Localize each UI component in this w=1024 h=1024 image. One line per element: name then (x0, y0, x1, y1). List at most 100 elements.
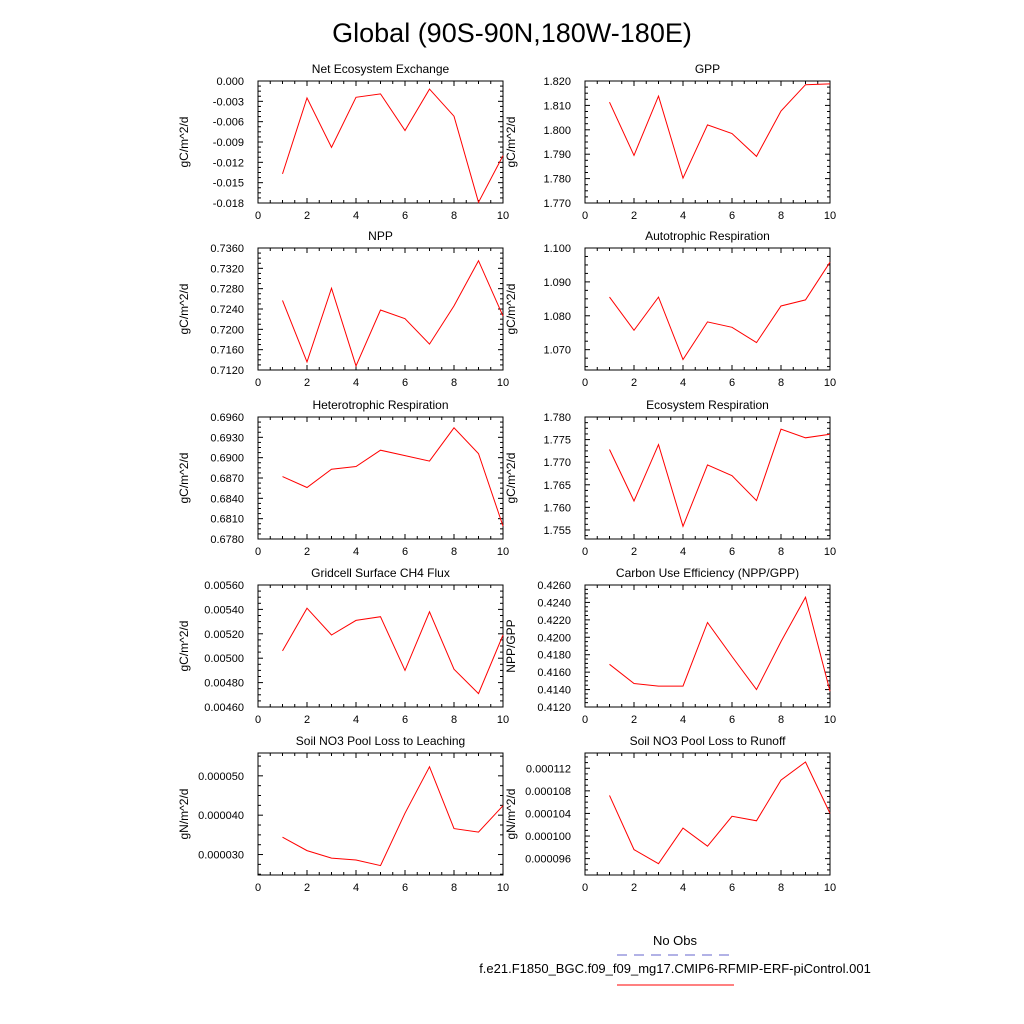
y-tick-label: 0.6930 (210, 432, 244, 444)
y-tick-label: 0.000108 (525, 786, 571, 798)
chart-title: NPP (368, 229, 393, 243)
x-tick-label: 6 (402, 210, 408, 222)
x-tick-label: 2 (304, 714, 310, 726)
y-tick-label: 1.760 (543, 502, 571, 514)
y-tick-label: 0.6870 (210, 473, 244, 485)
y-tick-label: 0.6840 (210, 493, 244, 505)
y-tick-label: 0.00500 (204, 653, 244, 665)
series-line (609, 761, 831, 865)
series-line (609, 83, 831, 180)
x-tick-label: 2 (304, 546, 310, 558)
y-tick-label: 0.000100 (525, 831, 571, 843)
plot-frame (584, 584, 831, 708)
chart-title: Autotrophic Respiration (645, 229, 770, 243)
panels: Net Ecosystem Exchange 0 2 4 6 8 10 0.000 -0.003… (177, 62, 836, 894)
y-tick-label: 1.810 (543, 100, 571, 112)
x-tick-label: 8 (451, 882, 457, 894)
y-tick-label: 0.7240 (210, 304, 244, 316)
x-tick-label: 0 (255, 714, 261, 726)
chart-panel: Gridcell Surface CH4 Flux 0 2 4 6 8 10 0.00560 0… (177, 566, 509, 726)
y-axis-label: gC/m^2/d (504, 117, 518, 168)
plot-frame (584, 416, 831, 540)
x-tick-label: 4 (680, 377, 686, 389)
figure-title: Global (90S-90N,180W-180E) (332, 18, 692, 48)
y-axis-label: gC/m^2/d (177, 621, 191, 672)
x-tick-label: 4 (353, 882, 359, 894)
x-tick-label: 6 (729, 882, 735, 894)
y-tick-label: 1.820 (543, 76, 571, 88)
y-tick-label: 1.100 (543, 243, 571, 255)
chart-panel: Net Ecosystem Exchange 0 2 4 6 8 10 0.000 -0.003… (177, 62, 509, 222)
x-tick-label: 2 (631, 210, 637, 222)
legend-obs-label: No Obs (653, 933, 698, 948)
x-tick-label: 8 (778, 882, 784, 894)
y-tick-label: 0.7360 (210, 243, 244, 255)
x-tick-label: 6 (402, 377, 408, 389)
y-tick-label: 0.000 (216, 76, 244, 88)
x-tick-label: 2 (304, 210, 310, 222)
chart-title: Gridcell Surface CH4 Flux (311, 566, 450, 580)
y-tick-label: 1.770 (543, 198, 571, 210)
chart-panel: Heterotrophic Respiration 0 2 4 6 8 10 0.6960 0.… (177, 398, 509, 558)
series-line (609, 261, 831, 361)
chart-panel: Ecosystem Respiration 0 2 4 6 8 10 1.780 1.775 1.… (504, 398, 836, 558)
y-tick-label: 0.00540 (204, 604, 244, 616)
chart-title: Net Ecosystem Exchange (312, 62, 450, 76)
y-tick-label: -0.006 (213, 117, 244, 129)
x-tick-label: 0 (255, 546, 261, 558)
x-tick-label: 4 (353, 546, 359, 558)
y-tick-label: 1.780 (543, 412, 571, 424)
y-tick-label: 1.090 (543, 277, 571, 289)
x-tick-label: 2 (631, 546, 637, 558)
x-tick-label: 10 (497, 882, 509, 894)
x-tick-label: 0 (582, 210, 588, 222)
plot-frame (257, 416, 504, 540)
chart-title: Carbon Use Efficiency (NPP/GPP) (616, 566, 799, 580)
x-tick-label: 10 (824, 377, 836, 389)
chart-panel: GPP 0 2 4 6 8 10 1.820 1.810 1.800 1.790 1.780 1.770… (504, 62, 836, 222)
x-tick-label: 2 (304, 882, 310, 894)
x-tick-label: 10 (824, 546, 836, 558)
x-tick-label: 10 (824, 882, 836, 894)
x-tick-label: 4 (353, 210, 359, 222)
y-tick-label: -0.009 (213, 137, 244, 149)
plot-frame (257, 584, 504, 708)
chart-title: Soil NO3 Pool Loss to Runoff (630, 734, 787, 748)
x-tick-label: 6 (729, 546, 735, 558)
x-tick-label: 10 (824, 210, 836, 222)
series-line (282, 259, 504, 368)
x-tick-label: 0 (582, 546, 588, 558)
y-tick-label: 0.00460 (204, 702, 244, 714)
y-tick-label: 0.00560 (204, 580, 244, 592)
x-tick-label: 0 (255, 377, 261, 389)
x-tick-label: 4 (680, 210, 686, 222)
series-line (282, 765, 504, 867)
x-tick-label: 8 (778, 546, 784, 558)
x-tick-label: 0 (255, 210, 261, 222)
x-tick-label: 10 (497, 546, 509, 558)
y-tick-label: 0.000096 (525, 854, 571, 866)
y-axis-label: gC/m^2/d (177, 117, 191, 168)
y-tick-label: 0.000112 (526, 763, 571, 775)
x-tick-label: 8 (451, 210, 457, 222)
chart-title: Ecosystem Respiration (646, 398, 769, 412)
y-tick-label: 0.4180 (537, 650, 571, 662)
chart-title: Heterotrophic Respiration (312, 398, 448, 412)
chart-panel: Carbon Use Efficiency (NPP/GPP) 0 2 4 6 8 10 0.… (504, 566, 836, 726)
plot-frame (584, 80, 831, 204)
y-tick-label: 1.775 (543, 435, 571, 447)
series-line (282, 607, 504, 695)
plot-frame (257, 80, 504, 204)
y-tick-label: 1.070 (543, 345, 571, 357)
x-tick-label: 8 (778, 714, 784, 726)
x-tick-label: 4 (680, 882, 686, 894)
y-tick-label: -0.003 (213, 96, 244, 108)
y-tick-label: 1.790 (543, 149, 571, 161)
chart-title: Soil NO3 Pool Loss to Leaching (296, 734, 465, 748)
y-tick-label: 1.080 (543, 311, 571, 323)
series-line (609, 428, 831, 528)
x-tick-label: 10 (824, 714, 836, 726)
y-tick-label: 0.4120 (537, 702, 571, 714)
y-tick-label: -0.012 (213, 157, 244, 169)
y-tick-label: 0.7200 (210, 324, 244, 336)
